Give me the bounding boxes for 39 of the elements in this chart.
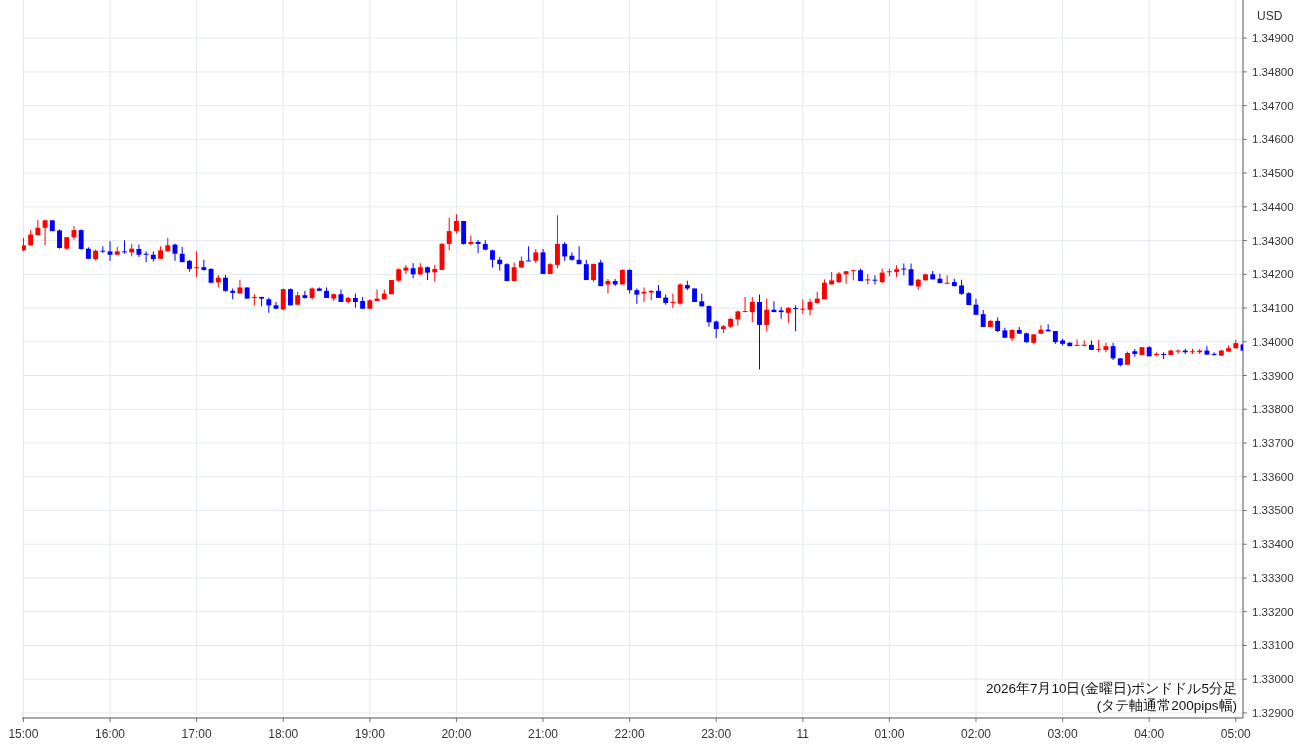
y-tick-label: 1.33400: [1252, 538, 1294, 551]
y-tick-label: 1.34300: [1252, 234, 1294, 247]
y-tick-label: 1.33800: [1252, 403, 1294, 416]
x-tick-label: 20:00: [441, 727, 472, 741]
y-tick-label: 1.33100: [1252, 639, 1294, 652]
y-tick-label: 1.33700: [1252, 437, 1294, 450]
x-tick-label: 15:00: [8, 727, 39, 741]
y-tick-label: 1.34100: [1252, 302, 1294, 315]
y-tick-label: 1.34600: [1252, 133, 1294, 146]
y-axis-title: USD: [1257, 9, 1283, 23]
x-tick-label: 02:00: [960, 727, 992, 741]
x-tick-label: 05:00: [1220, 727, 1252, 741]
x-tick-label: 17:00: [181, 727, 212, 741]
x-tick-label: 21:00: [528, 727, 559, 741]
x-tick-label: 03:00: [1047, 727, 1078, 741]
annotation: 2026年7月10日(金曜日)ポンドドル5分足: [985, 681, 1237, 696]
y-tick-label: 1.32900: [1252, 706, 1294, 719]
x-tick-label: 22:00: [614, 727, 645, 741]
y-tick-label: 1.33000: [1252, 673, 1294, 686]
y-tick-label: 1.34500: [1252, 167, 1294, 180]
y-tick-label: 1.34700: [1252, 99, 1294, 112]
y-tick-label: 1.33200: [1252, 605, 1294, 618]
y-tick-label: 1.34200: [1252, 268, 1294, 281]
y-tick-label: 1.34000: [1252, 335, 1294, 348]
x-tick-label: 01:00: [874, 727, 905, 741]
annotation: (タテ軸通常200pips幅): [1096, 698, 1237, 713]
y-tick-label: 1.33300: [1252, 571, 1294, 584]
y-tick-label: 1.33900: [1252, 369, 1294, 382]
y-tick-label: 1.33500: [1252, 504, 1294, 517]
x-tick-label: 19:00: [354, 727, 386, 741]
x-tick-label: 23:00: [701, 727, 732, 741]
y-tick-label: 1.33600: [1252, 470, 1294, 483]
x-tick-label: 18:00: [268, 727, 299, 741]
y-tick-label: 1.34800: [1252, 65, 1294, 78]
y-tick-label: 1.34400: [1252, 200, 1294, 213]
x-tick-label: 16:00: [95, 727, 126, 741]
x-tick-label: 11: [796, 727, 810, 741]
y-tick-label: 1.34900: [1252, 32, 1294, 45]
x-tick-label: 04:00: [1134, 727, 1165, 741]
